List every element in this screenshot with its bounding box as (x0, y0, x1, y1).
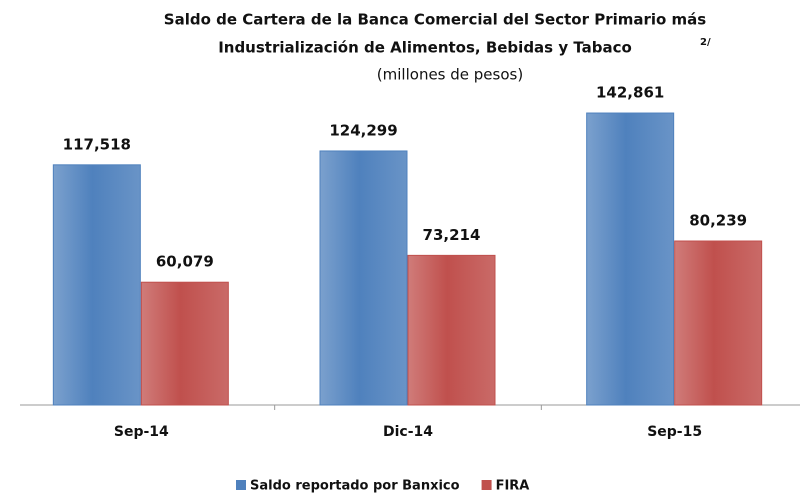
x-tick-label: Dic-14 (383, 424, 433, 440)
legend-swatch (481, 480, 492, 490)
x-tick-label: Sep-14 (114, 424, 169, 440)
chart-title: Industrialización de Alimentos, Bebidas … (218, 39, 632, 57)
title-note: 2/ (700, 37, 711, 48)
chart-title: Saldo de Cartera de la Banca Comercial d… (164, 11, 707, 29)
bar (52, 164, 141, 406)
legend-swatch (236, 480, 246, 490)
data-label: 60,079 (156, 253, 214, 271)
bar (319, 150, 408, 406)
data-label: 117,518 (63, 135, 131, 153)
bar (407, 254, 496, 406)
data-label: 80,239 (689, 212, 747, 230)
legend-label: Saldo reportado por Banxico (250, 479, 460, 494)
legend-label: FIRA (496, 479, 530, 494)
data-label: 73,214 (423, 226, 481, 244)
data-label: 142,861 (596, 84, 664, 102)
data-label: 124,299 (329, 121, 397, 139)
x-tick-label: Sep-15 (647, 424, 702, 440)
bar (674, 240, 763, 406)
chart-subtitle: (millones de pesos) (377, 66, 523, 84)
bar (586, 112, 675, 406)
bar (140, 281, 229, 406)
